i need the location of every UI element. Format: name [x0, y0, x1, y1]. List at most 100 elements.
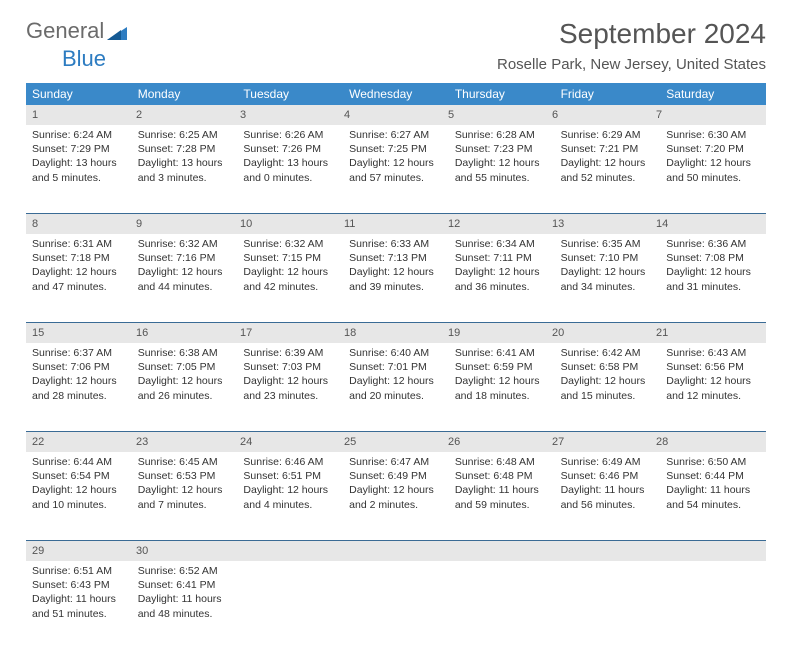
daylight-text-2: and 0 minutes. [243, 171, 337, 185]
daylight-text-1: Daylight: 11 hours [455, 483, 549, 497]
day-cell: Sunrise: 6:40 AMSunset: 7:01 PMDaylight:… [343, 343, 449, 431]
day-info: Sunrise: 6:24 AMSunset: 7:29 PMDaylight:… [32, 128, 126, 185]
day-cell: Sunrise: 6:35 AMSunset: 7:10 PMDaylight:… [555, 234, 661, 322]
daynum-row: 2930 [26, 540, 766, 561]
daylight-text-2: and 48 minutes. [138, 607, 232, 621]
week-row: Sunrise: 6:31 AMSunset: 7:18 PMDaylight:… [26, 234, 766, 322]
daylight-text-2: and 34 minutes. [561, 280, 655, 294]
sunrise-text: Sunrise: 6:32 AM [243, 237, 337, 251]
day-cell: Sunrise: 6:45 AMSunset: 6:53 PMDaylight:… [132, 452, 238, 540]
day-cell: Sunrise: 6:24 AMSunset: 7:29 PMDaylight:… [26, 125, 132, 213]
day-cell: Sunrise: 6:28 AMSunset: 7:23 PMDaylight:… [449, 125, 555, 213]
sunrise-text: Sunrise: 6:28 AM [455, 128, 549, 142]
day-number: 1 [32, 107, 136, 123]
day-cell: Sunrise: 6:31 AMSunset: 7:18 PMDaylight:… [26, 234, 132, 322]
day-number: 6 [552, 107, 656, 123]
daylight-text-2: and 36 minutes. [455, 280, 549, 294]
sunset-text: Sunset: 7:10 PM [561, 251, 655, 265]
day-cell: Sunrise: 6:49 AMSunset: 6:46 PMDaylight:… [555, 452, 661, 540]
day-number: 14 [656, 216, 760, 232]
day-cell [343, 561, 449, 649]
daylight-text-1: Daylight: 11 hours [561, 483, 655, 497]
day-cell: Sunrise: 6:38 AMSunset: 7:05 PMDaylight:… [132, 343, 238, 431]
day-info: Sunrise: 6:33 AMSunset: 7:13 PMDaylight:… [349, 237, 443, 294]
sunrise-text: Sunrise: 6:26 AM [243, 128, 337, 142]
daylight-text-1: Daylight: 12 hours [561, 156, 655, 170]
daylight-text-2: and 39 minutes. [349, 280, 443, 294]
daylight-text-2: and 7 minutes. [138, 498, 232, 512]
day-cell [449, 561, 555, 649]
day-cell: Sunrise: 6:51 AMSunset: 6:43 PMDaylight:… [26, 561, 132, 649]
sunset-text: Sunset: 6:41 PM [138, 578, 232, 592]
sunset-text: Sunset: 6:56 PM [666, 360, 760, 374]
sunset-text: Sunset: 6:49 PM [349, 469, 443, 483]
daylight-text-1: Daylight: 12 hours [138, 374, 232, 388]
sunset-text: Sunset: 7:06 PM [32, 360, 126, 374]
daylight-text-1: Daylight: 12 hours [243, 374, 337, 388]
sunrise-text: Sunrise: 6:34 AM [455, 237, 549, 251]
daylight-text-2: and 55 minutes. [455, 171, 549, 185]
daylight-text-1: Daylight: 12 hours [455, 374, 549, 388]
day-info: Sunrise: 6:38 AMSunset: 7:05 PMDaylight:… [138, 346, 232, 403]
daylight-text-2: and 12 minutes. [666, 389, 760, 403]
dow-thu: Thursday [449, 83, 555, 105]
day-cell: Sunrise: 6:50 AMSunset: 6:44 PMDaylight:… [660, 452, 766, 540]
daynum-row: 891011121314 [26, 213, 766, 234]
day-cell: Sunrise: 6:34 AMSunset: 7:11 PMDaylight:… [449, 234, 555, 322]
weeks-container: 1234567Sunrise: 6:24 AMSunset: 7:29 PMDa… [26, 105, 766, 649]
sunrise-text: Sunrise: 6:24 AM [32, 128, 126, 142]
sunrise-text: Sunrise: 6:42 AM [561, 346, 655, 360]
daylight-text-2: and 3 minutes. [138, 171, 232, 185]
sunrise-text: Sunrise: 6:27 AM [349, 128, 443, 142]
daylight-text-2: and 20 minutes. [349, 389, 443, 403]
sunrise-text: Sunrise: 6:35 AM [561, 237, 655, 251]
dow-sun: Sunday [26, 83, 132, 105]
day-info: Sunrise: 6:25 AMSunset: 7:28 PMDaylight:… [138, 128, 232, 185]
day-info: Sunrise: 6:28 AMSunset: 7:23 PMDaylight:… [455, 128, 549, 185]
day-cell: Sunrise: 6:33 AMSunset: 7:13 PMDaylight:… [343, 234, 449, 322]
sunrise-text: Sunrise: 6:29 AM [561, 128, 655, 142]
day-info: Sunrise: 6:27 AMSunset: 7:25 PMDaylight:… [349, 128, 443, 185]
daylight-text-2: and 2 minutes. [349, 498, 443, 512]
day-number: 17 [240, 325, 344, 341]
daylight-text-2: and 59 minutes. [455, 498, 549, 512]
day-number: 8 [32, 216, 136, 232]
header-row: General September 2024 [26, 18, 766, 50]
sunset-text: Sunset: 7:28 PM [138, 142, 232, 156]
sunset-text: Sunset: 6:44 PM [666, 469, 760, 483]
daylight-text-1: Daylight: 12 hours [349, 374, 443, 388]
day-info: Sunrise: 6:46 AMSunset: 6:51 PMDaylight:… [243, 455, 337, 512]
day-cell: Sunrise: 6:26 AMSunset: 7:26 PMDaylight:… [237, 125, 343, 213]
daylight-text-1: Daylight: 12 hours [243, 265, 337, 279]
day-info: Sunrise: 6:51 AMSunset: 6:43 PMDaylight:… [32, 564, 126, 621]
daylight-text-1: Daylight: 12 hours [138, 265, 232, 279]
daylight-text-2: and 5 minutes. [32, 171, 126, 185]
sunset-text: Sunset: 7:29 PM [32, 142, 126, 156]
sunset-text: Sunset: 7:21 PM [561, 142, 655, 156]
sunset-text: Sunset: 7:03 PM [243, 360, 337, 374]
day-cell: Sunrise: 6:42 AMSunset: 6:58 PMDaylight:… [555, 343, 661, 431]
logo: General [26, 18, 129, 44]
day-cell: Sunrise: 6:36 AMSunset: 7:08 PMDaylight:… [660, 234, 766, 322]
daylight-text-2: and 44 minutes. [138, 280, 232, 294]
sunset-text: Sunset: 6:58 PM [561, 360, 655, 374]
logo-line2: Blue [26, 46, 106, 72]
day-number: 23 [136, 434, 240, 450]
sunrise-text: Sunrise: 6:31 AM [32, 237, 126, 251]
day-number: 13 [552, 216, 656, 232]
daylight-text-1: Daylight: 13 hours [32, 156, 126, 170]
sunset-text: Sunset: 7:08 PM [666, 251, 760, 265]
sunset-text: Sunset: 7:11 PM [455, 251, 549, 265]
sunset-text: Sunset: 7:23 PM [455, 142, 549, 156]
daylight-text-2: and 42 minutes. [243, 280, 337, 294]
day-number: 7 [656, 107, 760, 123]
day-number [448, 543, 552, 559]
daylight-text-2: and 4 minutes. [243, 498, 337, 512]
day-number: 12 [448, 216, 552, 232]
day-number: 5 [448, 107, 552, 123]
day-number: 29 [32, 543, 136, 559]
dow-mon: Monday [132, 83, 238, 105]
sunset-text: Sunset: 6:43 PM [32, 578, 126, 592]
daylight-text-2: and 57 minutes. [349, 171, 443, 185]
dow-tue: Tuesday [237, 83, 343, 105]
